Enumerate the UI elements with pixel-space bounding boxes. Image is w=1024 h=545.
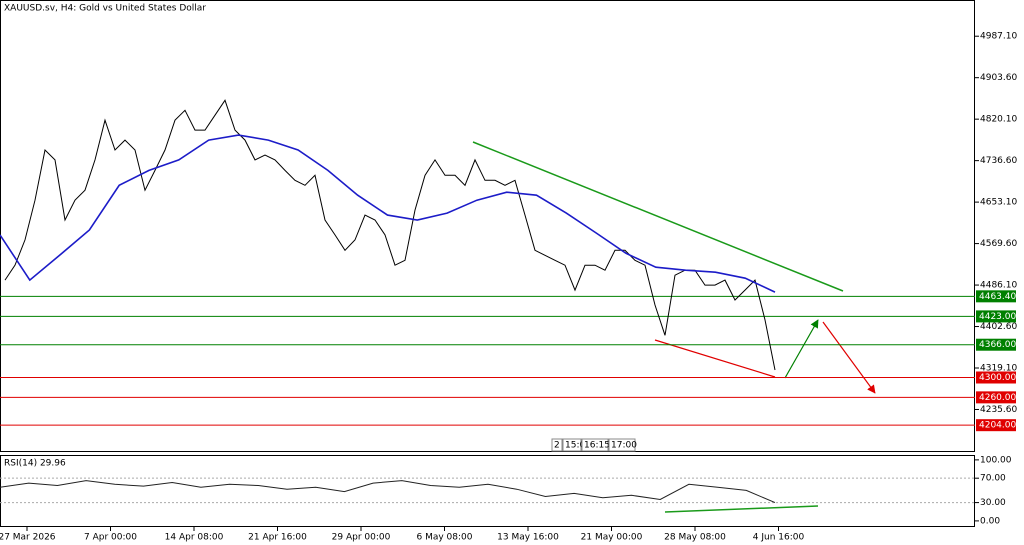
level-tag xyxy=(976,419,1016,432)
x-tick-label: 13 May 16:00 xyxy=(497,533,559,543)
layer: 4987.10 4903.60 4820.10 4736.60 4653.10 4569.… xyxy=(0,32,1017,543)
price-line xyxy=(4,99,776,371)
y-tick-label: 4903.60 xyxy=(980,73,1017,83)
x-tick-label: 7 Apr 00:00 xyxy=(84,533,137,543)
x-tick-label: 27 Mar 2026 xyxy=(0,533,56,543)
level-label: 4423.00 xyxy=(979,312,1016,322)
rsi-label: RSI(14) 29.96 xyxy=(4,459,66,469)
time-overlay-label: 15:0 xyxy=(565,441,585,451)
x-tick-label: 28 May 08:00 xyxy=(664,533,726,543)
level-label: 4204.00 xyxy=(979,421,1016,431)
chart-title: XAUUSD.sv, H4: Gold vs United States Dol… xyxy=(4,4,206,14)
x-tick-label: 6 May 08:00 xyxy=(417,533,473,543)
x-tick-label: 4 Jun 16:00 xyxy=(753,533,805,543)
rsi-tick-label: 0.00 xyxy=(980,516,1000,526)
y-tick-label: 4402.60 xyxy=(980,322,1017,332)
level-tag xyxy=(976,310,1016,323)
x-tick-label: 14 Apr 08:00 xyxy=(165,533,224,543)
y-tick-label: 4987.10 xyxy=(980,32,1017,42)
rsi-tick-label: 70.00 xyxy=(980,474,1006,484)
time-overlay-box xyxy=(562,438,582,452)
level-label: 4300.00 xyxy=(979,373,1016,383)
time-overlay-label: 17:00 xyxy=(611,441,637,451)
time-overlay-box xyxy=(608,438,636,452)
level-label: 4366.00 xyxy=(979,340,1016,350)
y-tick-label: 4319.10 xyxy=(980,364,1017,374)
x-tick-label: 21 Apr 16:00 xyxy=(248,533,307,543)
trendline xyxy=(654,339,776,378)
rsi-tick-label: 100.00 xyxy=(980,455,1012,465)
level-label: 4260.00 xyxy=(979,393,1016,403)
rsi-tick-label: 30.00 xyxy=(980,498,1006,508)
y-tick-label: 4653.10 xyxy=(980,198,1017,208)
arrow xyxy=(784,319,819,379)
moving-average xyxy=(0,134,776,293)
main-frame xyxy=(0,0,975,452)
x-tick-label: 29 Apr 00:00 xyxy=(332,533,391,543)
y-tick-label: 4736.60 xyxy=(980,156,1017,166)
arrow xyxy=(822,321,876,394)
time-overlay-box xyxy=(551,438,563,452)
y-tick-label: 4235.60 xyxy=(980,405,1017,415)
time-overlay-label: 16:15 xyxy=(584,441,610,451)
y-tick-label: 4569.60 xyxy=(980,239,1017,249)
level-tag xyxy=(976,290,1016,303)
rsi-line xyxy=(0,480,776,504)
trendline xyxy=(472,141,844,292)
time-overlay-box xyxy=(581,438,609,452)
level-tag xyxy=(976,338,1016,351)
rsi-frame xyxy=(0,455,975,527)
level-tag xyxy=(976,371,1016,384)
y-tick-label: 4820.10 xyxy=(980,115,1017,125)
trendline xyxy=(664,505,819,513)
level-tag xyxy=(976,391,1016,404)
level-label: 4463.40 xyxy=(979,292,1016,302)
y-tick-label: 4486.10 xyxy=(980,281,1017,291)
x-tick-label: 21 May 00:00 xyxy=(581,533,643,543)
time-overlay-label: 2 xyxy=(554,441,560,451)
